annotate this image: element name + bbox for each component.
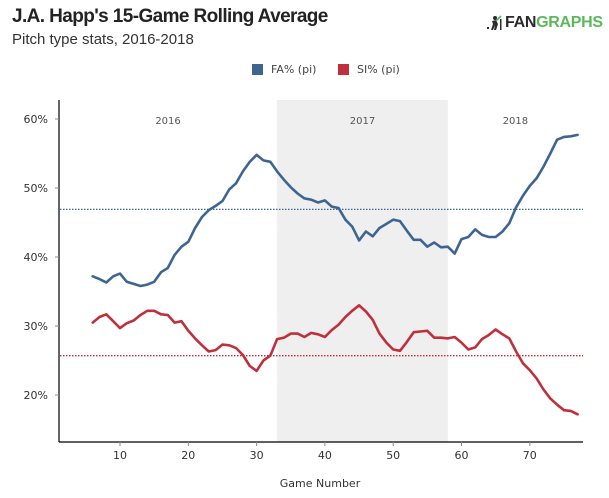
x-tick-label: 70 (523, 449, 537, 462)
legend-item-si[interactable]: SI% (pi) (338, 63, 400, 76)
season-bands: 2016 2017 2018 (155, 100, 528, 442)
y-tick-label: 30% (24, 320, 48, 333)
chart-subtitle: Pitch type stats, 2016-2018 (12, 31, 194, 48)
axes: 20% 30% 40% 50% 60% 10 20 30 40 50 60 70 (24, 100, 583, 462)
x-tick-label: 10 (113, 449, 127, 462)
series-line-fa (91, 133, 579, 288)
logo-text-fan: FAN (505, 14, 537, 31)
x-tick-label: 60 (455, 449, 469, 462)
y-tick-label: 20% (24, 389, 48, 402)
x-tick-label: 30 (250, 449, 264, 462)
legend-item-fa[interactable]: FA% (pi) (252, 63, 316, 76)
season-label-2016: 2016 (155, 116, 180, 127)
legend-swatch-fa (252, 64, 263, 75)
x-axis-label: Game Number (280, 477, 361, 490)
y-tick-label: 60% (24, 113, 48, 126)
season-label-2017: 2017 (350, 116, 375, 127)
legend-swatch-si (338, 64, 349, 75)
x-tick-label: 20 (181, 449, 195, 462)
x-tick-label: 50 (386, 449, 400, 462)
series-line-si (91, 303, 579, 416)
chart-title: J.A. Happ's 15-Game Rolling Average (12, 6, 328, 27)
series-lines (91, 133, 579, 416)
average-lines (60, 208, 583, 357)
season-band-2017 (277, 100, 448, 442)
legend: FA% (pi) SI% (pi) (0, 63, 609, 79)
x-tick-label: 40 (318, 449, 332, 462)
y-tick-label: 50% (24, 182, 48, 195)
legend-label-fa: FA% (pi) (271, 63, 317, 76)
legend-label-si: SI% (pi) (357, 63, 400, 76)
season-label-2018: 2018 (503, 116, 528, 127)
batter-icon (487, 15, 502, 30)
fangraphs-logo: FAN GRAPHS (487, 14, 603, 32)
y-tick-label: 40% (24, 251, 48, 264)
logo-text-graphs: GRAPHS (536, 14, 603, 31)
